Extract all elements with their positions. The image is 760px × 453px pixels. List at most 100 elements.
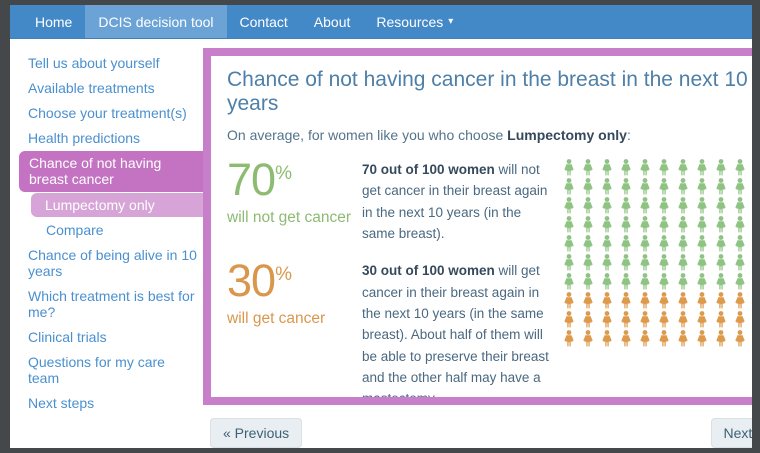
stat-cancer-label: will get cancer — [227, 310, 326, 328]
stat-no-cancer-label: will not get cancer — [227, 209, 352, 226]
sidebar-item-health-predictions[interactable]: Health predictions — [28, 130, 141, 147]
female-person-icon-no-cancer — [696, 216, 708, 233]
female-person-icon-cancer — [734, 292, 746, 309]
female-person-icon-cancer — [639, 330, 651, 347]
female-person-icon-no-cancer — [563, 159, 575, 176]
stat-no-cancer-number: 70 — [227, 154, 276, 205]
female-person-icon-no-cancer — [582, 235, 594, 252]
sidebar-item-chance-of-not-having-breast-cancer[interactable]: Chance of not having breast cancer — [19, 151, 203, 192]
female-person-icon-no-cancer — [734, 254, 746, 271]
female-person-icon-no-cancer — [677, 178, 689, 195]
female-person-icon-no-cancer — [563, 235, 575, 252]
percent-sign: % — [275, 163, 292, 184]
female-person-icon-no-cancer — [677, 273, 689, 290]
female-person-icon-no-cancer — [582, 159, 594, 176]
top-navbar: Home DCIS decision tool Contact About Resour… — [10, 5, 752, 39]
female-person-icon-cancer — [620, 330, 632, 347]
nav-item-home[interactable]: Home — [35, 13, 73, 30]
female-person-icon-cancer — [715, 292, 727, 309]
sidebar-item-compare[interactable]: Compare — [46, 221, 104, 238]
stat-cancer-rest: will get cancer in their breast again in… — [362, 263, 549, 405]
female-person-icon-no-cancer — [620, 254, 632, 271]
female-person-icon-no-cancer — [563, 197, 575, 214]
female-person-icon-no-cancer — [658, 197, 670, 214]
female-person-icon-no-cancer — [734, 216, 746, 233]
nav-item-resources[interactable]: Resources ▾ — [376, 13, 454, 30]
content-panel: Chance of not having cancer in the breas… — [203, 48, 752, 405]
female-person-icon-no-cancer — [639, 178, 651, 195]
pager: « Previous Next » — [210, 418, 752, 448]
nav-item-dcis-decision-tool[interactable]: DCIS decision tool — [85, 5, 227, 38]
female-person-icon-no-cancer — [582, 273, 594, 290]
next-button[interactable]: Next » — [710, 418, 752, 448]
stat-no-cancer-description: 70 out of 100 women will not get cancer … — [362, 159, 554, 244]
content-area: Tell us about yourself Available treatmen… — [10, 39, 752, 448]
female-person-icon-no-cancer — [715, 159, 727, 176]
female-person-icon-no-cancer — [734, 159, 746, 176]
stat-no-cancer-value: 70% — [227, 157, 362, 202]
sidebar-item-which-treatment-is-best-for-me[interactable]: Which treatment is best for me? — [28, 287, 195, 321]
female-person-icon-no-cancer — [658, 216, 670, 233]
sidebar-item-available-treatments[interactable]: Available treatments — [28, 80, 155, 97]
female-person-icon-cancer — [734, 330, 746, 347]
stats-section: 70% will not get cancer 70 out of 100 wo… — [227, 157, 752, 405]
female-person-icon-cancer — [696, 292, 708, 309]
female-person-icon-cancer — [715, 330, 727, 347]
female-person-icon-cancer — [696, 330, 708, 347]
female-person-icon-no-cancer — [639, 235, 651, 252]
female-person-icon-cancer — [601, 292, 613, 309]
female-person-icon-no-cancer — [677, 254, 689, 271]
female-person-icon-no-cancer — [601, 178, 613, 195]
stats-column: 70% will not get cancer 70 out of 100 wo… — [227, 157, 559, 405]
sidebar-item-clinical-trials[interactable]: Clinical trials — [28, 329, 107, 346]
female-person-icon-no-cancer — [715, 178, 727, 195]
intro-suffix: : — [626, 127, 631, 143]
page-title: Chance of not having cancer in the breas… — [227, 68, 748, 115]
female-person-icon-no-cancer — [658, 178, 670, 195]
percent-sign: % — [275, 264, 292, 286]
stat-row-cancer: 30% will get cancer 30 out of 100 women … — [227, 258, 559, 405]
female-person-icon-no-cancer — [620, 178, 632, 195]
female-person-icon-no-cancer — [696, 178, 708, 195]
sidebar-item-chance-of-being-alive-in-10-years[interactable]: Chance of being alive in 10 years — [28, 246, 197, 279]
female-person-icon-no-cancer — [639, 254, 651, 271]
stat-row-no-cancer: 70% will not get cancer 70 out of 100 wo… — [227, 157, 559, 244]
female-person-icon-no-cancer — [696, 254, 708, 271]
female-person-icon-no-cancer — [601, 235, 613, 252]
nav-item-about[interactable]: About — [313, 13, 351, 30]
previous-button[interactable]: « Previous — [210, 418, 303, 448]
sidebar-item-next-steps[interactable]: Next steps — [28, 395, 95, 412]
female-person-icon-no-cancer — [601, 216, 613, 233]
sidebar-item-tell-us-about-yourself[interactable]: Tell us about yourself — [28, 55, 160, 71]
female-person-icon-no-cancer — [658, 159, 670, 176]
nav-item-contact[interactable]: Contact — [239, 13, 288, 30]
female-person-icon-cancer — [582, 311, 594, 328]
female-person-icon-no-cancer — [620, 273, 632, 290]
female-person-icon-no-cancer — [734, 235, 746, 252]
female-person-icon-no-cancer — [715, 273, 727, 290]
female-person-icon-cancer — [601, 311, 613, 328]
female-person-icon-cancer — [677, 292, 689, 309]
female-person-icon-cancer — [658, 311, 670, 328]
stat-no-cancer-rest: will not get cancer in their breast agai… — [362, 162, 548, 241]
female-person-icon-no-cancer — [734, 178, 746, 195]
female-person-icon-no-cancer — [639, 273, 651, 290]
female-person-icon-no-cancer — [658, 273, 670, 290]
female-person-icon-no-cancer — [715, 235, 727, 252]
female-person-icon-no-cancer — [620, 216, 632, 233]
intro-text: On average, for women like you who choos… — [227, 127, 752, 143]
female-person-icon-no-cancer — [696, 197, 708, 214]
female-person-icon-no-cancer — [620, 197, 632, 214]
sidebar-item-lumpectomy-only[interactable]: Lumpectomy only — [31, 192, 203, 217]
female-person-icon-no-cancer — [563, 216, 575, 233]
female-person-icon-no-cancer — [563, 178, 575, 195]
female-person-icon-no-cancer — [696, 273, 708, 290]
stat-no-cancer-bold: 70 out of 100 women — [362, 162, 495, 177]
female-person-icon-cancer — [677, 311, 689, 328]
female-person-icon-no-cancer — [658, 235, 670, 252]
female-person-icon-no-cancer — [677, 197, 689, 214]
female-person-icon-no-cancer — [639, 197, 651, 214]
page: Home DCIS decision tool Contact About Resour… — [10, 5, 752, 448]
sidebar-item-questions-for-my-care-team[interactable]: Questions for my care team — [28, 354, 165, 387]
sidebar-item-choose-your-treatment-s[interactable]: Choose your treatment(s) — [28, 105, 187, 122]
